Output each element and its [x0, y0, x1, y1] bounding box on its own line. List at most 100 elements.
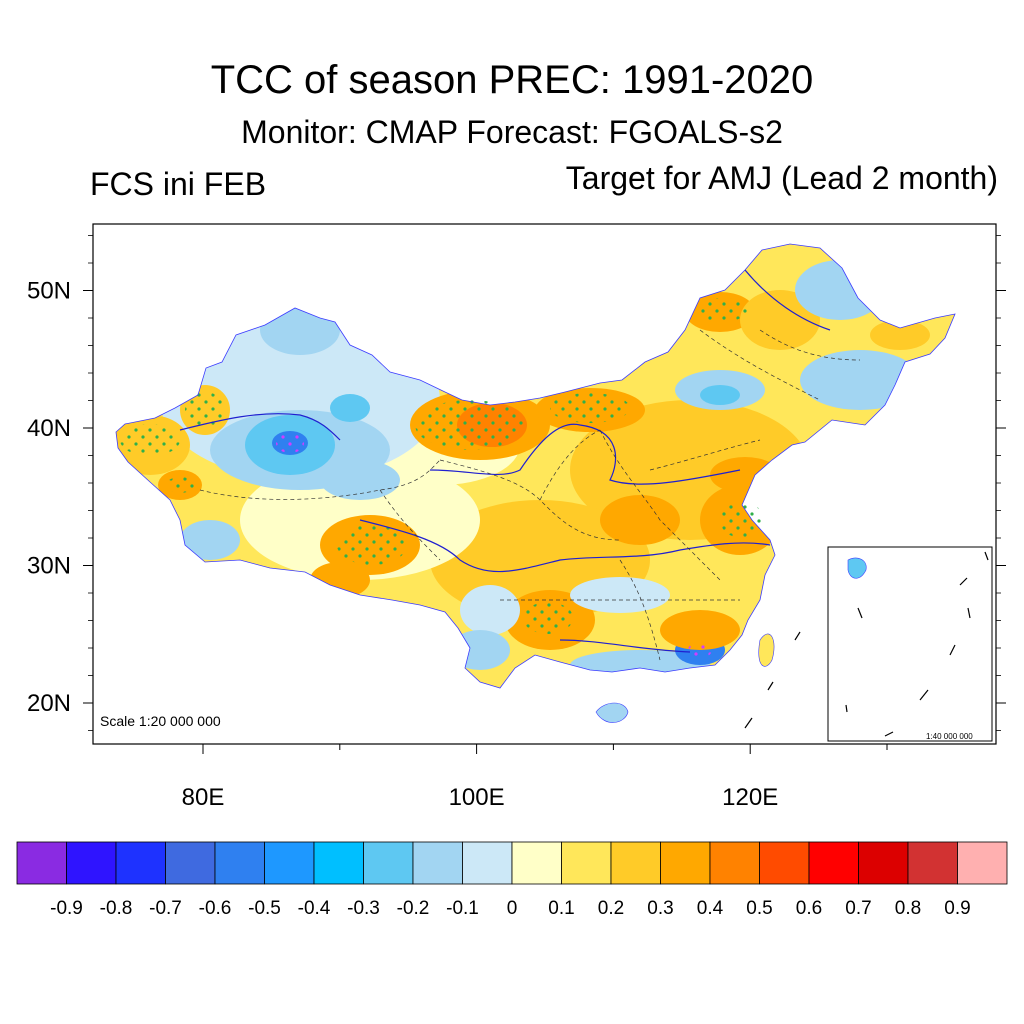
stipple-tibet-east	[337, 525, 407, 565]
colorbar-swatch-2	[115, 841, 166, 885]
colorbar-swatch-4	[214, 841, 265, 885]
colorbar-swatch-0	[16, 841, 67, 885]
colorbar-label-13: 0.4	[697, 898, 724, 919]
colorbar-label-15: 0.6	[796, 898, 822, 919]
stipple-guangxi	[523, 602, 573, 634]
boundary-ningxia	[539, 429, 601, 501]
field-fujian	[660, 610, 740, 650]
colorbar-label-9: 0	[507, 898, 518, 919]
inset-dash-4	[919, 689, 929, 701]
forecast-init-label: FCS ini FEB	[90, 166, 267, 202]
main-dashes	[744, 631, 801, 729]
field-hunan-neg	[570, 577, 670, 613]
rivers	[179, 269, 831, 653]
field-sanjiang	[870, 320, 930, 350]
map-title: TCC of season PREC: 1991-2020	[210, 58, 814, 102]
inset-dash-7	[857, 607, 863, 619]
colorbar-swatch-17	[858, 841, 909, 885]
taiwan-island	[758, 633, 775, 667]
colorbar-label-3: -0.6	[199, 898, 232, 919]
field-yunnan-neg	[460, 585, 520, 635]
inset-dash-3	[949, 644, 956, 656]
inset-dash-6	[845, 704, 848, 713]
target-season-label: Target for AMJ (Lead 2 month)	[565, 160, 998, 196]
colorbar-swatch-10	[511, 841, 562, 885]
field-henan	[600, 495, 680, 545]
scale-main-label: Scale 1:20 000 000	[100, 713, 221, 729]
colorbar: -0.9 -0.8 -0.7 -0.6 -0.5 -0.4 -0.3 -0.2 -0.1 0 0.1…	[16, 841, 1008, 919]
boundary-xinjiang-tibet	[199, 459, 441, 500]
x-tick-label-2: 120E	[722, 784, 778, 811]
colorbar-label-6: -0.3	[347, 898, 380, 919]
stipple-jiangsu	[720, 502, 764, 538]
province-boundaries	[199, 329, 861, 661]
heilong-river	[744, 269, 831, 331]
colorbar-swatch-12	[610, 841, 661, 885]
colorbar-label-7: -0.2	[397, 898, 430, 919]
colorbar-swatch-18	[907, 841, 958, 885]
boundary-jilin	[699, 329, 821, 401]
stipple-ili	[185, 392, 225, 428]
colorbar-swatch-14	[709, 841, 760, 885]
colorbar-label-5: -0.4	[298, 898, 331, 919]
stipple-southwest-xj	[166, 477, 194, 493]
colorbar-label-12: 0.3	[647, 898, 673, 919]
field-west-tibet	[180, 520, 240, 560]
y-tick-label-1: 40N	[27, 415, 71, 442]
colorbar-swatch-5	[264, 841, 315, 885]
x-tick-label-1: 100E	[449, 784, 505, 811]
stipple-kashgar	[120, 424, 180, 456]
stipple-inner-mongolia	[550, 393, 630, 423]
pearl-river	[559, 639, 691, 653]
dash-main-1	[744, 717, 753, 729]
stipple-tarim	[276, 433, 304, 453]
x-tick-label-0: 80E	[182, 784, 225, 811]
colorbar-label-18: 0.9	[944, 898, 970, 919]
colorbar-swatch-3	[165, 841, 216, 885]
inset-coast	[847, 557, 867, 579]
inset-nine-dash	[845, 551, 989, 737]
field-tianshan	[330, 394, 370, 422]
colorbar-label-1: -0.8	[100, 898, 133, 919]
colorbar-label-17: 0.8	[895, 898, 921, 919]
colorbar-label-2: -0.7	[149, 898, 182, 919]
colorbar-swatch-9	[462, 841, 513, 885]
colorbar-swatch-15	[759, 841, 810, 885]
colorbar-label-4: -0.5	[248, 898, 281, 919]
field-qaidam	[320, 460, 400, 500]
colorbar-swatch-11	[561, 841, 612, 885]
inset-dash-8	[984, 551, 989, 561]
colorbar-label-11: 0.2	[598, 898, 624, 919]
yellow-river	[429, 423, 741, 485]
colorbar-swatch-8	[412, 841, 463, 885]
y-tick-label-2: 30N	[27, 553, 71, 580]
hainan-island	[595, 702, 629, 723]
colorbar-label-16: 0.7	[845, 898, 871, 919]
tarim-river	[179, 413, 341, 441]
significance-stipple	[120, 298, 764, 658]
boundary-qinghai-tibet	[379, 489, 441, 561]
boundary-hunan-guangxi	[619, 559, 661, 661]
colorbar-swatch-7	[363, 841, 414, 885]
stipple-alxa	[415, 400, 525, 450]
scale-inset-label: 1:40 000 000	[926, 732, 973, 741]
boundary-hebei	[649, 439, 761, 471]
field-hulun-core	[700, 385, 740, 405]
colorbar-label-0: -0.9	[50, 898, 83, 919]
china-outline	[115, 243, 956, 689]
stipple-da-hinggan	[697, 298, 747, 322]
colorbar-swatch-6	[313, 841, 364, 885]
south-china-sea-inset: 1:40 000 000	[827, 546, 993, 742]
y-tick-label-0: 50N	[27, 278, 71, 305]
inset-dash-5	[884, 731, 894, 737]
inset-dash-2	[967, 607, 971, 619]
inset-dash-1	[959, 577, 968, 586]
boundary-shanxi-henan	[599, 429, 721, 581]
y-tick-label-3: 20N	[27, 690, 71, 717]
colorbar-label-10: 0.1	[548, 898, 574, 919]
colorbar-swatch-16	[808, 841, 859, 885]
yangtze-river	[359, 519, 771, 573]
boundary-heilongjiang	[759, 329, 861, 361]
map-subtitle: Monitor: CMAP Forecast: FGOALS-s2	[241, 114, 783, 150]
